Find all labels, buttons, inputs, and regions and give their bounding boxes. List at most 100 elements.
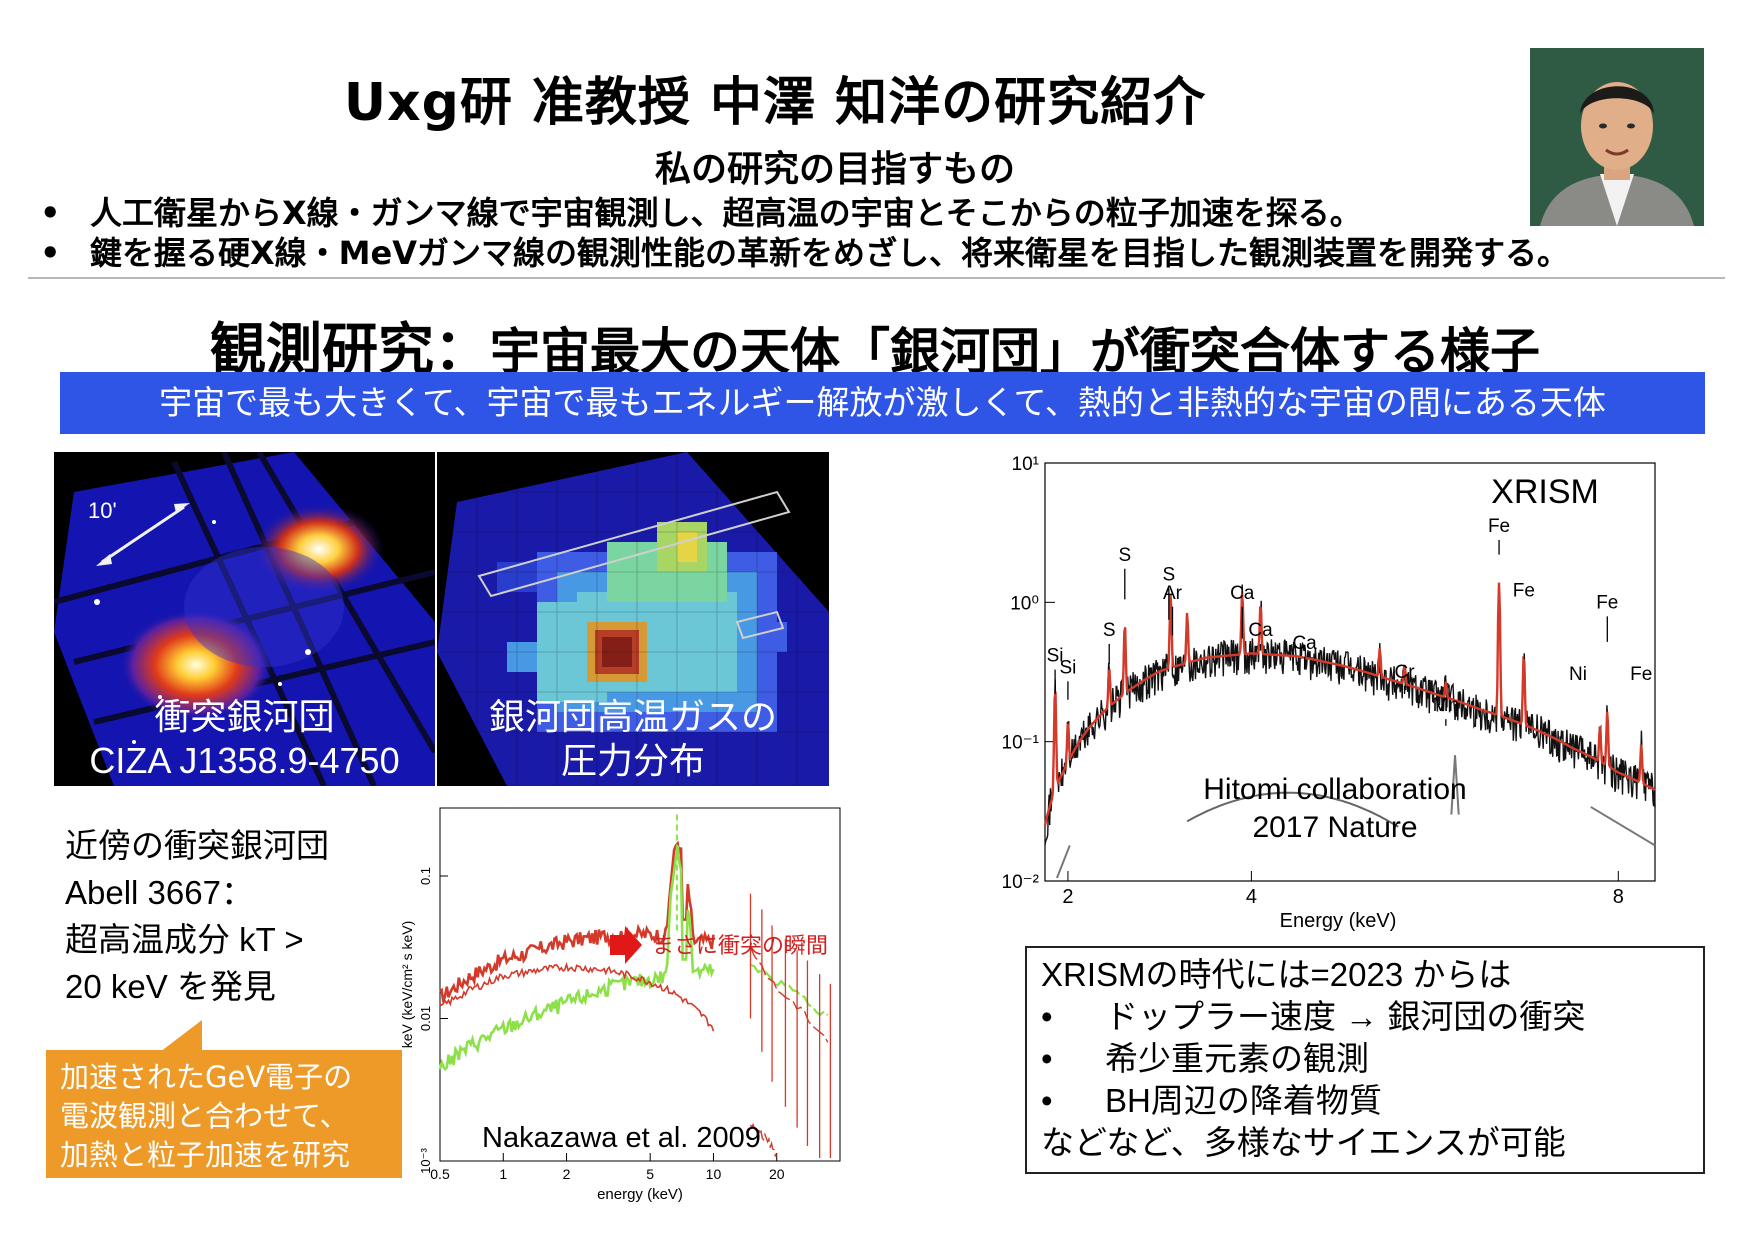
x-tick-label: 20 — [769, 1166, 785, 1182]
spectrum-series — [439, 840, 715, 1003]
y-axis-label: keV (keV/cm² s keV) — [399, 921, 415, 1049]
xrism-line-last: などなど、多様なサイエンスが可能 — [1041, 1124, 1566, 1161]
element-label: Fe — [1596, 592, 1618, 613]
page-title: Uxg研 准教授 中澤 知洋の研究紹介 — [343, 73, 1207, 133]
element-label: Ca — [1230, 583, 1255, 604]
element-label: Ca — [1248, 620, 1273, 641]
scale-label: 10' — [88, 498, 117, 523]
xray-image-panel: 10' 衝突銀河団 CIZA J1358.9-4750 — [54, 452, 435, 786]
model-series — [1043, 582, 1656, 826]
abell-3667-note: 近傍の衝突銀河団 Abell 3667： 超高温成分 kT > 20 keV を… — [65, 822, 445, 1010]
spectrum-series — [439, 961, 715, 1032]
plot-frame — [439, 807, 841, 1162]
data-series — [1044, 584, 1656, 846]
y-tick-label: 10⁻¹ — [1002, 733, 1040, 754]
element-label: Ar — [1163, 583, 1183, 604]
observation-heading-rest: 宇宙最大の天体「銀河団」が衝突合体する様子 — [490, 323, 1540, 381]
x-tick-label: 8 — [1613, 886, 1624, 908]
element-label: Mn — [1433, 695, 1459, 716]
suzaku-spectrum-chart: 0.5 1 2 5 10 20 10⁻³ 0.01 0.1 energy (keV) keV (ke… — [399, 807, 841, 1203]
background-high — [1590, 806, 1656, 847]
abell-line-3: 超高温成分 kT > — [65, 921, 304, 958]
callout-tail — [150, 1020, 202, 1052]
x-axis-label: energy (keV) — [597, 1186, 683, 1203]
bullet-marker: • — [1041, 1082, 1053, 1119]
callout-line-3: 加熱と粒子加速を研究 — [60, 1138, 351, 1172]
plot-frame — [1044, 462, 1656, 882]
callout-line-1: 加速されたGeV電子の — [60, 1060, 353, 1094]
bullet-marker: • — [1041, 1040, 1053, 1077]
xrism-bullet-2: • 希少重元素の観測 — [1041, 1038, 1689, 1080]
xrism-science-box: XRISMの時代には=2023 からは • ドップラー速度 → 銀河団の衝突 • 希… — [1025, 946, 1705, 1174]
observation-heading: 観測研究：宇宙最大の天体「銀河団」が衝突合体する様子 — [150, 305, 1600, 386]
chart-title: XRISM — [1491, 473, 1599, 511]
summary-banner: 宇宙で最も大きくて、宇宙で最もエネルギー解放が激しくて、熱的と非熱的な宇宙の間に… — [60, 372, 1705, 434]
x-tick-label: 1 — [499, 1166, 507, 1182]
abell-line-1: 近傍の衝突銀河団 — [65, 827, 329, 864]
abell-line-2: Abell 3667： — [65, 874, 254, 911]
bullet-marker: • — [1041, 998, 1053, 1035]
y-tick-label: 10⁻³ — [418, 1148, 433, 1174]
background-series — [1186, 791, 1399, 828]
calibration-line — [1450, 755, 1460, 815]
x-tick-label: 5 — [646, 1166, 654, 1182]
xray-image — [54, 452, 435, 786]
pressure-caption-line-2: 圧力分布 — [560, 740, 705, 781]
xrism-bullet-1-text: ドップラー速度 → 銀河団の衝突 — [1105, 998, 1586, 1035]
credit-line-2: 2017 Nature — [1252, 811, 1417, 844]
background-low — [1055, 845, 1071, 879]
spectrum-series — [749, 1122, 778, 1158]
spectrum-series — [750, 963, 829, 1017]
goal-bullet-1: • 人工衛星からX線・ガンマ線で宇宙観測し、超高温の宇宙とそこからの粒子加速を探る… — [40, 188, 1362, 234]
annotation-arrow — [610, 926, 642, 964]
pressure-map-panel: 銀河団高温ガスの 圧力分布 — [437, 452, 829, 786]
pressure-caption-line-1: 銀河団高温ガスの — [488, 696, 777, 737]
x-axis-label: Energy (keV) — [1280, 910, 1397, 932]
y-tick-label: 0.1 — [418, 867, 433, 885]
element-label: Si — [1059, 657, 1076, 678]
y-tick-label: 10⁰ — [1010, 593, 1039, 614]
element-label: S — [1103, 620, 1116, 641]
xrism-line-1: XRISMの時代には=2023 からは — [1041, 956, 1512, 993]
xray-caption-line-1: 衝突銀河団 — [154, 696, 335, 737]
x-tick-label: 4 — [1246, 886, 1257, 908]
y-tick-label: 0.01 — [418, 1006, 433, 1031]
xrism-bullet-3: • BH周辺の降着物質 — [1041, 1080, 1689, 1122]
spectrum-series — [749, 946, 829, 1043]
xrism-bullet-1: • ドップラー速度 → 銀河団の衝突 — [1041, 996, 1689, 1038]
xray-caption-line-2: CIZA J1358.9-4750 — [89, 740, 400, 781]
element-label: Fe — [1630, 664, 1652, 685]
abell-line-4: 20 keV を発見 — [65, 968, 276, 1005]
element-label: Fe — [1513, 580, 1535, 601]
xrism-bullet-3-text: BH周辺の降着物質 — [1105, 1082, 1382, 1119]
divider — [28, 277, 1725, 279]
element-label: Cr — [1395, 662, 1416, 683]
x-tick-label: 2 — [563, 1166, 571, 1182]
xrism-bullet-2-text: 希少重元素の観測 — [1105, 1040, 1369, 1077]
annotation-text: まさに衝突の瞬間 — [652, 933, 828, 958]
credit-text: Nakazawa et al. 2009 — [482, 1122, 761, 1154]
element-label: Ni — [1569, 664, 1587, 685]
x-tick-label: 0.5 — [430, 1166, 450, 1182]
element-label: Si — [1047, 646, 1064, 667]
element-label: S — [1118, 545, 1131, 566]
spectrum-series — [438, 845, 715, 1072]
element-label: Ca — [1292, 633, 1317, 654]
callout-line-2: 電波観測と合わせて、 — [60, 1099, 349, 1133]
portrait-photo — [1530, 48, 1704, 226]
callout-box: 加速されたGeV電子の 電波観測と合わせて、 加熱と粒子加速を研究 — [46, 1050, 402, 1178]
bullet-marker: • — [40, 194, 61, 232]
credit-line-1: Hitomi collaboration — [1203, 773, 1466, 806]
element-label: S — [1162, 564, 1175, 585]
pressure-map-image — [437, 452, 829, 786]
goal-heading: 私の研究の目指すもの — [654, 149, 1015, 190]
goal-bullet-1-text: 人工衛星からX線・ガンマ線で宇宙観測し、超高温の宇宙とそこからの粒子加速を探る。 — [90, 194, 1362, 232]
goal-bullet-2: • 鍵を握る硬X線・MeVガンマ線の観測性能の革新をめざし、将来衛星を目指した観測… — [40, 228, 1569, 274]
x-tick-label: 2 — [1062, 886, 1073, 908]
element-label: Fe — [1488, 516, 1510, 537]
x-tick-label: 10 — [706, 1166, 722, 1182]
bullet-marker: • — [40, 234, 61, 272]
y-tick-label: 10¹ — [1012, 454, 1039, 475]
y-tick-label: 10⁻² — [1002, 872, 1040, 893]
